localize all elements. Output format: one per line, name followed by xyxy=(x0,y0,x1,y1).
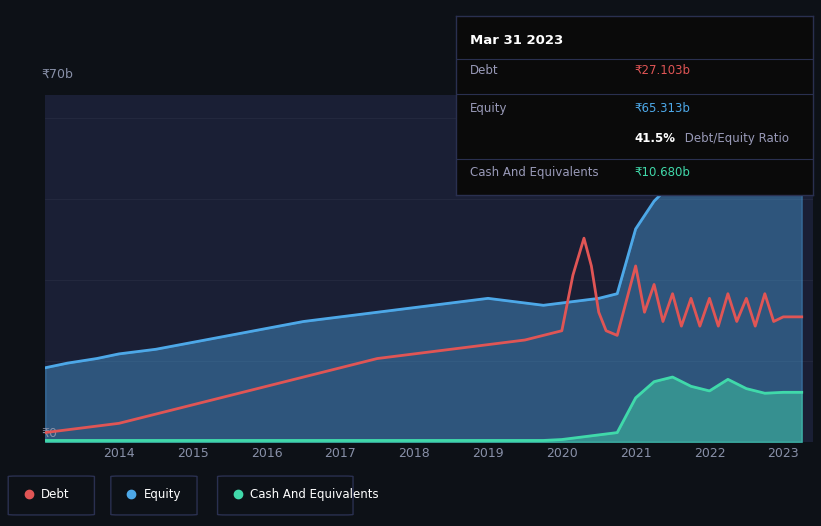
Text: Debt: Debt xyxy=(470,64,498,77)
Text: Cash And Equivalents: Cash And Equivalents xyxy=(470,166,599,179)
Text: Equity: Equity xyxy=(470,102,507,115)
Text: Equity: Equity xyxy=(144,488,181,501)
Text: ₹0: ₹0 xyxy=(41,427,57,440)
Text: Mar 31 2023: Mar 31 2023 xyxy=(470,34,563,47)
Text: ₹65.313b: ₹65.313b xyxy=(635,102,690,115)
Text: Debt: Debt xyxy=(41,488,70,501)
FancyBboxPatch shape xyxy=(218,476,353,515)
Text: Debt/Equity Ratio: Debt/Equity Ratio xyxy=(681,132,789,145)
Text: ₹70b: ₹70b xyxy=(41,68,73,81)
FancyBboxPatch shape xyxy=(111,476,197,515)
Text: ₹27.103b: ₹27.103b xyxy=(635,64,690,77)
Text: 41.5%: 41.5% xyxy=(635,132,675,145)
Text: Cash And Equivalents: Cash And Equivalents xyxy=(250,488,379,501)
FancyBboxPatch shape xyxy=(8,476,94,515)
Text: ₹10.680b: ₹10.680b xyxy=(635,166,690,179)
